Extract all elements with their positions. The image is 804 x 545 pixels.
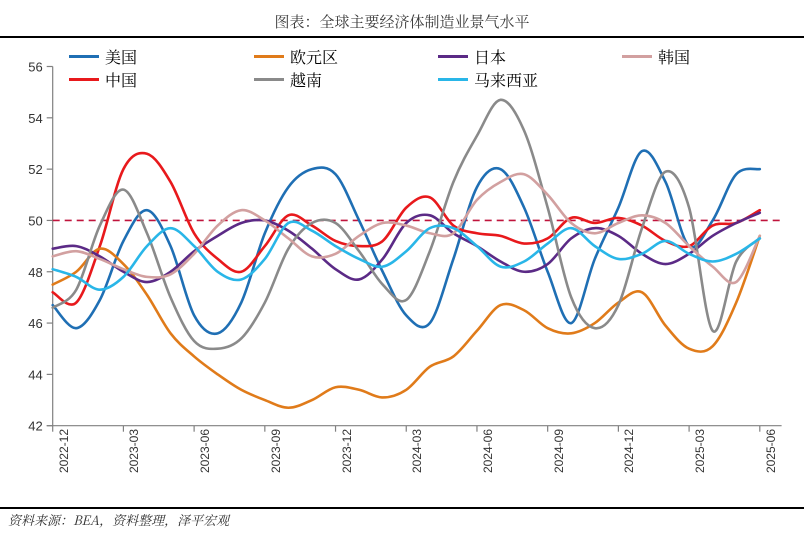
svg-text:44: 44 [28, 367, 42, 382]
svg-text:56: 56 [28, 60, 42, 75]
svg-text:52: 52 [28, 162, 42, 177]
svg-text:42: 42 [28, 419, 42, 434]
svg-text:50: 50 [28, 213, 42, 228]
svg-text:48: 48 [28, 265, 42, 280]
svg-text:54: 54 [28, 111, 42, 126]
svg-text:46: 46 [28, 316, 42, 331]
